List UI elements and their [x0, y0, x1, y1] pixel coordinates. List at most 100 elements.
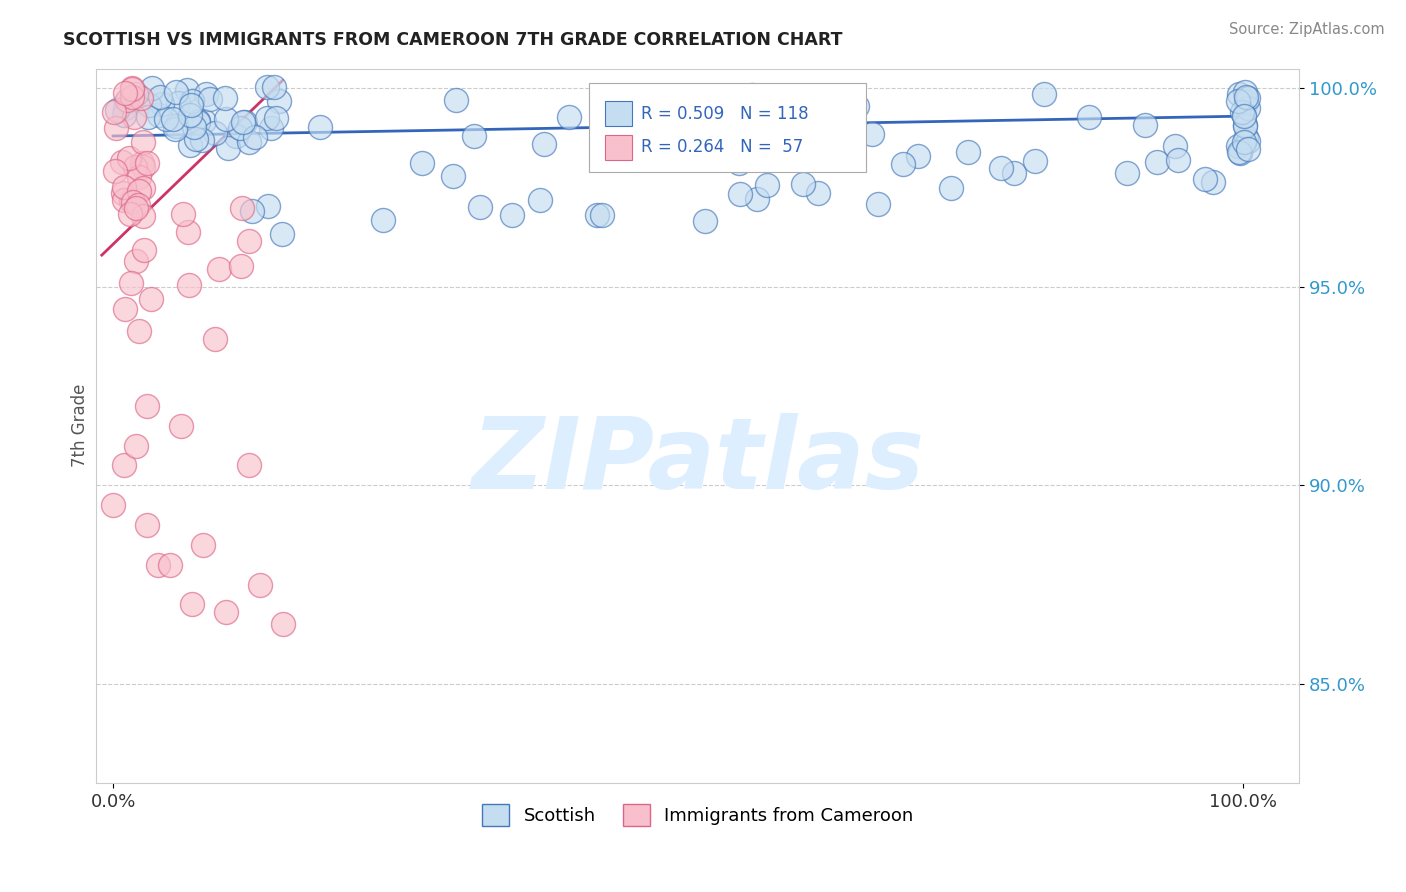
Point [231, 202, 253, 216]
Point [233, 114, 256, 128]
Point [132, 209, 155, 223]
Point [411, 156, 433, 170]
Point [941, 180, 963, 194]
Point [637, 107, 659, 121]
Point [557, 110, 579, 124]
Point [187, 113, 209, 128]
Point [371, 213, 394, 227]
Point [131, 91, 153, 105]
Point [229, 259, 252, 273]
Point [132, 135, 155, 149]
Point [111, 186, 134, 201]
Point [446, 93, 468, 107]
Point [204, 126, 226, 140]
Point [112, 180, 135, 194]
Point [267, 94, 290, 108]
Y-axis label: 7th Grade: 7th Grade [72, 384, 89, 467]
Point [441, 169, 464, 183]
Point [128, 170, 150, 185]
Point [633, 118, 655, 132]
Point [1002, 166, 1025, 180]
Point [1237, 142, 1260, 156]
Point [891, 157, 914, 171]
Point [176, 226, 198, 240]
Point [1227, 87, 1250, 102]
Point [191, 132, 214, 146]
Point [198, 92, 221, 106]
Point [607, 103, 630, 117]
Point [179, 277, 201, 292]
Point [1146, 155, 1168, 169]
Point [1230, 105, 1253, 120]
Point [117, 93, 139, 107]
Point [728, 187, 751, 202]
FancyBboxPatch shape [589, 83, 866, 172]
Point [257, 199, 280, 213]
Point [468, 200, 491, 214]
Point [195, 87, 218, 101]
Point [463, 129, 485, 144]
Point [128, 324, 150, 338]
Point [186, 132, 208, 146]
Point [990, 161, 1012, 176]
Point [114, 301, 136, 316]
Point [104, 163, 127, 178]
Point [1133, 118, 1156, 132]
Point [162, 112, 184, 126]
Point [741, 88, 763, 103]
Point [1233, 85, 1256, 99]
Point [1115, 166, 1137, 180]
Point [1033, 87, 1056, 101]
Point [626, 97, 648, 112]
Point [193, 114, 215, 128]
Point [149, 90, 172, 104]
Point [735, 135, 758, 149]
Point [214, 91, 236, 105]
Point [193, 538, 215, 552]
Point [112, 458, 135, 473]
Point [141, 81, 163, 95]
Point [263, 79, 285, 94]
Point [183, 120, 205, 135]
Text: SCOTTISH VS IMMIGRANTS FROM CAMEROON 7TH GRADE CORRELATION CHART: SCOTTISH VS IMMIGRANTS FROM CAMEROON 7TH… [63, 31, 842, 49]
Point [136, 110, 159, 124]
Point [172, 207, 194, 221]
Text: ZIPatlas: ZIPatlas [471, 413, 924, 510]
Point [124, 111, 146, 125]
Point [1167, 153, 1189, 168]
Point [120, 276, 142, 290]
Point [139, 292, 162, 306]
Point [120, 207, 142, 221]
Text: R = 0.264   N =  57: R = 0.264 N = 57 [641, 138, 803, 156]
Point [533, 137, 555, 152]
Point [181, 94, 204, 108]
Point [111, 154, 134, 169]
Point [1233, 108, 1256, 122]
Point [1234, 90, 1257, 104]
Point [1194, 171, 1216, 186]
Point [135, 156, 157, 170]
Point [264, 112, 287, 126]
Point [907, 149, 929, 163]
Point [240, 204, 263, 219]
Point [134, 243, 156, 257]
Point [807, 186, 830, 200]
Point [166, 95, 188, 110]
Point [121, 81, 143, 95]
Point [1234, 129, 1257, 144]
Text: R = 0.509   N = 118: R = 0.509 N = 118 [641, 104, 808, 122]
Point [501, 208, 523, 222]
Point [215, 605, 238, 619]
Point [1233, 120, 1256, 134]
Point [862, 127, 884, 141]
Point [127, 198, 149, 212]
Point [1227, 145, 1250, 159]
Point [136, 518, 159, 533]
Point [180, 98, 202, 112]
Point [1226, 138, 1249, 153]
Point [256, 80, 278, 95]
Point [125, 201, 148, 215]
Point [165, 121, 187, 136]
Point [1024, 153, 1046, 168]
Point [1201, 175, 1223, 189]
